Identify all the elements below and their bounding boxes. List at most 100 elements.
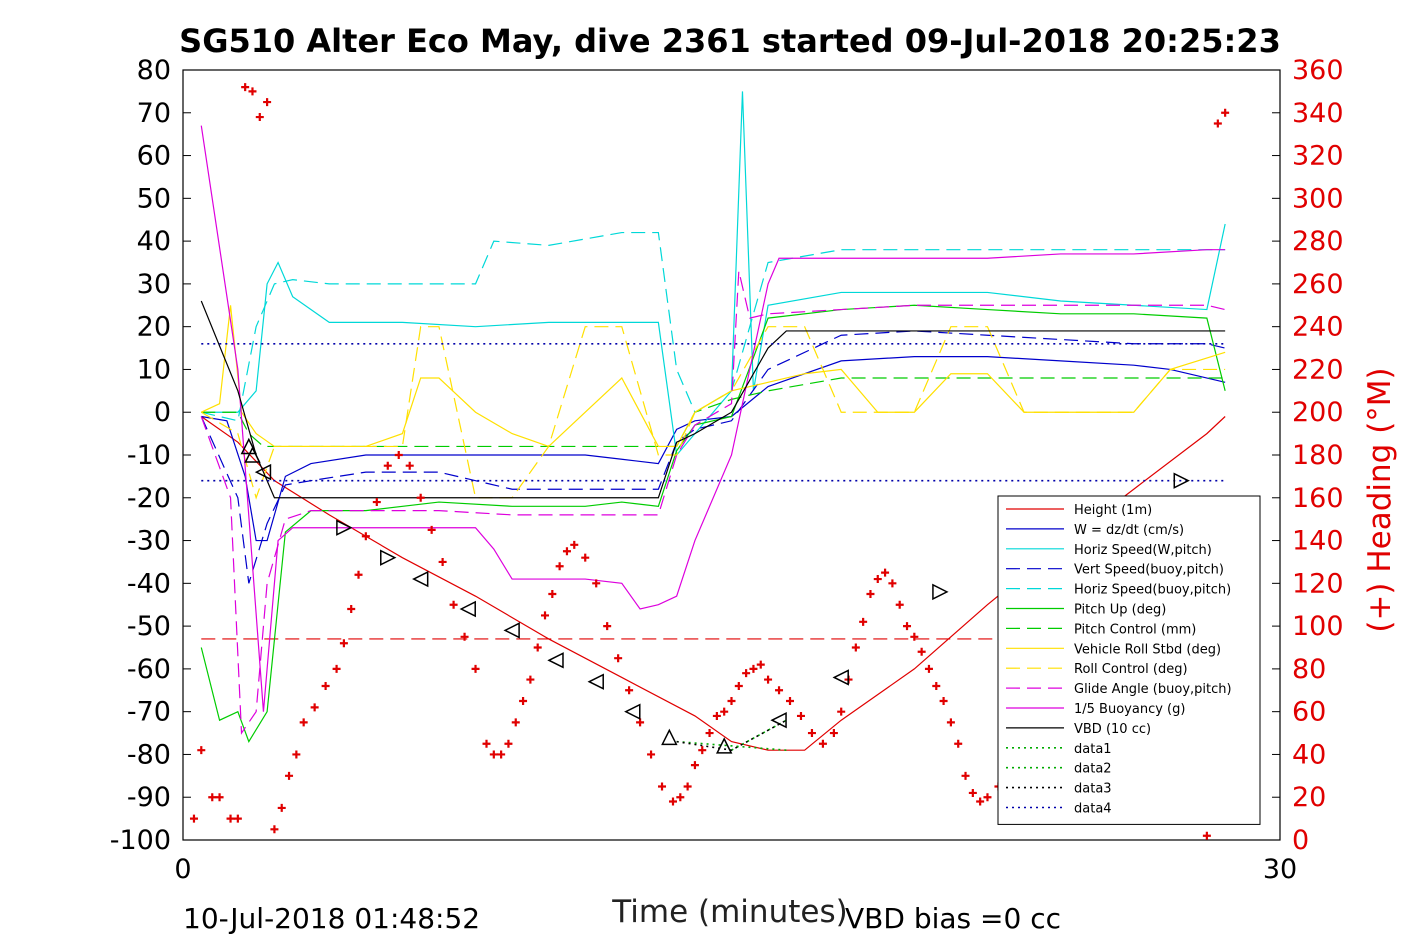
y-right-tick-label: 340 [1292, 98, 1344, 129]
heading-point [361, 532, 370, 541]
y-right-tick-label: 300 [1292, 183, 1344, 214]
legend-entry: Pitch Up (deg) [1074, 603, 1166, 618]
heading-point [647, 750, 656, 759]
direction-marker [244, 446, 261, 463]
legend: Height (1m) W = dz/dt (cm/s) Horiz Speed(W… [997, 495, 1261, 825]
heading-point [888, 579, 897, 588]
heading-point [321, 682, 330, 690]
heading-point [471, 664, 480, 673]
heading-point [1202, 831, 1211, 840]
heading-point [449, 600, 458, 609]
y-tick-label: -50 [127, 611, 171, 642]
series-1-5-buoyancy-g [200, 125, 1226, 712]
x-tick-label: 0 [174, 854, 191, 885]
legend-box [997, 495, 1261, 825]
heading-point [427, 525, 436, 534]
heading-point [756, 660, 765, 669]
heading-point [460, 632, 469, 641]
y-tick-label: 10 [137, 354, 171, 385]
heading-point [548, 590, 557, 599]
heading-point [683, 782, 692, 791]
x-axis-label: Time (minutes) [611, 894, 847, 930]
y-tick-label: -90 [127, 782, 171, 813]
heading-point [866, 590, 875, 599]
y-right-tick-label: 40 [1292, 739, 1326, 770]
heading-point [570, 540, 579, 549]
heading-point [859, 617, 868, 626]
heading-point [720, 707, 729, 716]
y-right-tick-label: 260 [1292, 269, 1344, 300]
series-vert-speed-buoy-pitch [200, 330, 1226, 584]
legend-entry: Vehicle Roll Stbd (deg) [1074, 642, 1221, 657]
heading-point [603, 622, 612, 631]
heading-point [372, 498, 381, 507]
direction-marker [412, 570, 429, 588]
legend-entry: data3 [1074, 782, 1112, 797]
heading-point [873, 575, 882, 584]
heading-point [241, 83, 250, 92]
y-tick-label: 40 [137, 226, 171, 257]
x-tick-label: 30 [1263, 854, 1297, 885]
heading-point [310, 703, 319, 712]
heading-point [775, 686, 784, 695]
heading-point [233, 814, 242, 823]
heading-point [734, 682, 743, 690]
y-tick-label: -70 [127, 697, 171, 728]
y-right-tick-label: 240 [1292, 312, 1344, 343]
heading-point [712, 711, 721, 720]
x-axis: 0 30 [174, 832, 1297, 885]
direction-marker [770, 712, 787, 729]
heading-point [625, 686, 634, 695]
heading-point [968, 788, 977, 797]
legend-entry: Glide Angle (buoy,pitch) [1074, 682, 1232, 697]
heading-point [932, 682, 941, 690]
heading-point [690, 761, 699, 770]
y-right-tick-label: 0 [1292, 825, 1309, 856]
heading-point [983, 793, 992, 802]
y-tick-label: 0 [154, 397, 171, 428]
chart-title: SG510 Alter Eco May, dive 2361 started 0… [179, 22, 1281, 60]
y-right-tick-label: 60 [1292, 697, 1326, 728]
heading-point [347, 605, 356, 613]
heading-point [263, 98, 272, 107]
heading-point [285, 771, 294, 780]
heading-point [881, 568, 890, 577]
heading-point [482, 739, 491, 748]
heading-point [796, 711, 805, 720]
legend-entry: W = dz/dt (cm/s) [1074, 523, 1184, 538]
y-right-tick-label: 20 [1292, 782, 1326, 813]
heading-point [764, 675, 773, 684]
footer-vbd-bias: VBD bias =0 cc [845, 902, 1061, 935]
heading-point [636, 718, 645, 727]
heading-point [676, 793, 685, 802]
footer-timestamp: 10-Jul-2018 01:48:52 [183, 902, 480, 935]
heading-point [383, 461, 392, 470]
y-right-tick-label: 220 [1292, 354, 1344, 385]
y-tick-label: 70 [137, 98, 171, 129]
right-axis: 3603403203002802602402202001801601401201… [1272, 55, 1344, 856]
legend-entry: Pitch Control (mm) [1074, 622, 1196, 637]
heading-point [299, 718, 308, 727]
heading-point [504, 739, 513, 748]
direction-marker [547, 652, 564, 669]
y-tick-label: -40 [127, 568, 171, 599]
heading-point [749, 664, 758, 673]
legend-entry: Horiz Speed(W,pitch) [1074, 543, 1212, 558]
heading-point [976, 797, 985, 806]
legend-entry: data2 [1074, 762, 1112, 777]
heading-point [581, 553, 590, 562]
heading-point [208, 793, 217, 802]
heading-point [917, 647, 926, 656]
y-tick-label: 80 [137, 55, 171, 86]
heading-point [903, 622, 912, 631]
direction-marker [254, 463, 272, 481]
direction-marker [336, 519, 353, 536]
heading-point [829, 729, 838, 738]
heading-point [954, 739, 963, 748]
heading-point [416, 493, 425, 502]
heading-point [526, 675, 535, 684]
y-right-tick-label: 120 [1292, 568, 1344, 599]
legend-entry: Roll Control (deg) [1074, 662, 1188, 677]
